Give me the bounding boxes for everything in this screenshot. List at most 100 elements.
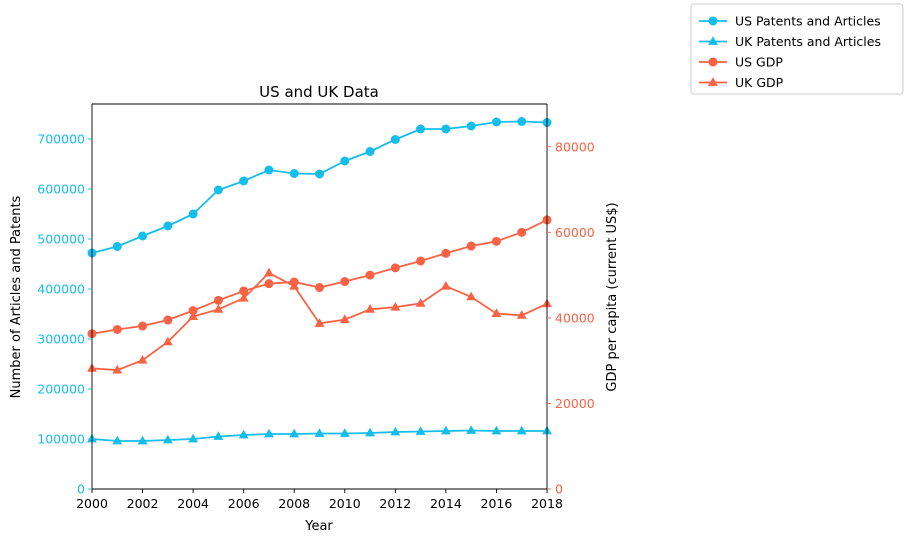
data-point [213, 304, 224, 313]
legend-entry: US GDP [699, 55, 783, 70]
data-point [188, 311, 199, 320]
data-point [314, 428, 325, 437]
data-point [441, 248, 451, 258]
data-point [491, 236, 501, 246]
legend-swatch-marker [708, 36, 718, 45]
data-point [416, 256, 426, 266]
data-point [239, 176, 249, 186]
data-point [315, 283, 324, 293]
data-point [112, 435, 123, 445]
legend: US Patents and Articles UK Patents and Ar… [690, 3, 904, 95]
x-tick-label: 2006 [228, 496, 260, 511]
data-point [365, 270, 375, 280]
data-point [415, 298, 426, 307]
legend-entry: UK GDP [699, 75, 784, 90]
right-y-tick-label: 40000 [555, 310, 595, 325]
data-point [466, 121, 476, 131]
data-point [213, 185, 223, 195]
data-point [289, 281, 300, 290]
x-tick-label: 2010 [329, 496, 361, 511]
data-point [264, 428, 274, 438]
data-point [112, 364, 123, 374]
data-point [365, 427, 375, 437]
data-point [365, 147, 375, 156]
x-tick-label: 2002 [127, 496, 159, 511]
data-point [517, 117, 527, 126]
data-point [188, 306, 198, 316]
data-point [416, 124, 426, 134]
data-point [516, 425, 527, 435]
legend-swatch-marker [708, 57, 718, 67]
data-point [441, 124, 451, 134]
data-point [365, 304, 375, 313]
data-point [466, 241, 476, 251]
right-y-axis-label: GDP per capita (current US$) [605, 202, 620, 391]
x-tick-label: 2012 [379, 496, 411, 511]
legend-swatch-marker [708, 16, 718, 26]
x-axis-label: Year [304, 519, 333, 534]
data-point [163, 221, 173, 231]
left-y-tick-label: 500000 [37, 232, 85, 247]
data-point [390, 263, 400, 273]
data-point [238, 429, 249, 439]
data-point [289, 169, 299, 178]
left-y-tick-label: 400000 [37, 282, 85, 297]
data-point [112, 324, 122, 334]
right-y-tick-label: 20000 [555, 396, 595, 411]
data-point [390, 426, 401, 436]
data-point [440, 425, 451, 435]
legend-swatch-marker [708, 77, 718, 86]
data-point [315, 169, 324, 179]
data-point [466, 425, 477, 434]
legend-entry: US Patents and Articles [699, 14, 881, 29]
x-tick-label: 2004 [177, 496, 209, 511]
x-tick-label: 2018 [531, 496, 563, 511]
legend-label: US Patents and Articles [735, 14, 881, 29]
data-point [440, 281, 451, 290]
data-point [162, 434, 173, 444]
right-y-tick-label: 80000 [555, 139, 595, 154]
data-point [339, 428, 350, 437]
data-point [314, 318, 325, 327]
data-point [491, 308, 502, 317]
data-point [289, 428, 300, 438]
left-y-tick-label: 600000 [37, 182, 85, 197]
x-tick-label: 2000 [76, 496, 108, 511]
left-y-tick-label: 200000 [37, 382, 85, 397]
legend-entry: UK Patents and Articles [699, 34, 881, 49]
data-point [213, 295, 223, 305]
x-tick-label: 2008 [278, 496, 310, 511]
legend-label: US GDP [735, 55, 783, 70]
left-y-axis-label: Number of Articles and Patents [9, 195, 24, 398]
data-point [163, 315, 173, 325]
data-point [340, 277, 350, 287]
data-point [491, 117, 501, 127]
data-point [339, 314, 350, 323]
series-uk-patents-and-articles [87, 425, 552, 445]
x-tick-label: 2016 [481, 496, 513, 511]
data-point [340, 156, 350, 166]
data-point [188, 209, 198, 219]
left-y-tick-label: 100000 [37, 432, 85, 447]
left-y-tick-label: 0 [77, 482, 85, 497]
data-point [213, 431, 224, 440]
data-point [264, 267, 274, 277]
left-y-tick-label: 300000 [37, 332, 85, 347]
data-point [137, 355, 148, 364]
left-y-tick-label: 700000 [37, 132, 85, 147]
data-point [466, 291, 477, 301]
legend-label: UK GDP [735, 75, 784, 90]
series-uk-gdp [87, 267, 552, 374]
series-us-patents-and-articles [87, 117, 552, 258]
data-point [112, 242, 122, 251]
data-point [162, 336, 173, 346]
legend-label: UK Patents and Articles [735, 34, 881, 49]
data-point [390, 301, 401, 311]
data-point [491, 425, 502, 435]
data-point [264, 279, 274, 289]
data-point [264, 165, 274, 175]
data-point [138, 231, 148, 241]
data-point [137, 435, 148, 445]
data-point [188, 433, 199, 443]
